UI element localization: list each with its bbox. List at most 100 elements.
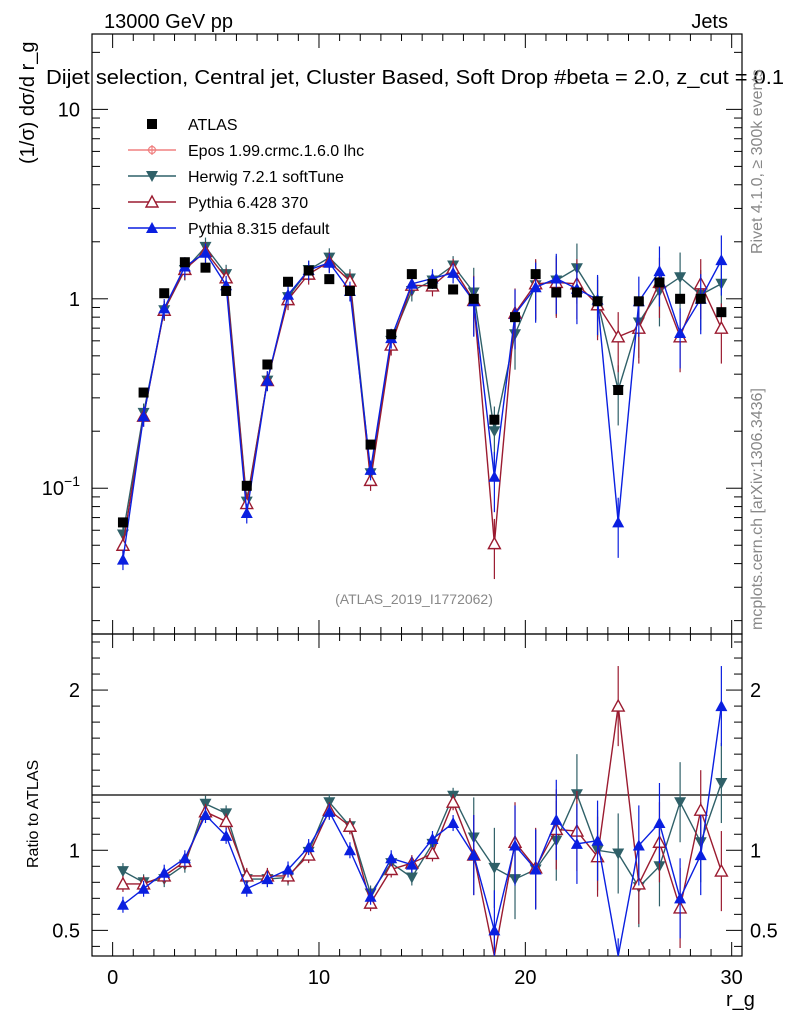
- ratio-point-pythia8: [694, 849, 707, 861]
- ratio-point-pythia6: [425, 846, 440, 860]
- ratio-point-pythia8: [302, 841, 315, 853]
- ratio-point-herwig: [488, 862, 501, 874]
- ratio-point-pythia8: [653, 817, 666, 829]
- point-atlas: [654, 277, 665, 288]
- ratio-point-herwig: [674, 797, 687, 809]
- y-axis-title-text: (1/σ) dσ/d r_g: [17, 41, 39, 164]
- point-atlas: [530, 269, 541, 280]
- legend: ATLAS Epos 1.99.crmc.1.6.0 lhc Herwig 7.2.…: [128, 117, 364, 238]
- ratio-point-herwig: [612, 848, 625, 860]
- point-pythia8: [364, 463, 377, 475]
- ratio-point-pythia6: [611, 698, 626, 712]
- point-pythia8: [612, 516, 625, 528]
- ratio-point-pythia8: [674, 892, 687, 904]
- point-atlas: [592, 296, 603, 307]
- ratio-point-pythia6: [714, 863, 729, 877]
- ratio-point-pythia8: [240, 882, 253, 894]
- point-herwig: [488, 426, 501, 438]
- ratio-point-pythia8: [158, 866, 171, 878]
- ratio-point-pythia8: [447, 817, 460, 829]
- point-pythia8: [261, 374, 274, 386]
- point-pythia8: [137, 410, 150, 422]
- ratio-y-tick-label-right: 1: [750, 840, 761, 862]
- series-line-herwig: [122, 245, 722, 535]
- analysis-id: (ATLAS_2019_I1772062): [335, 591, 493, 607]
- point-atlas: [117, 517, 128, 528]
- ratio-point-pythia8: [570, 837, 583, 849]
- point-atlas: [159, 288, 170, 299]
- point-atlas: [262, 359, 273, 370]
- point-pythia8: [405, 277, 418, 289]
- ratio-point-pythia8: [220, 829, 233, 841]
- point-pythia8: [529, 281, 542, 293]
- point-atlas: [716, 307, 727, 318]
- rivet-label: Rivet 4.1.0, ≥ 300k events: [749, 69, 766, 254]
- ratio-series-pythia8: [116, 666, 728, 957]
- series-line-pythia6: [122, 250, 722, 546]
- point-atlas: [613, 385, 624, 396]
- point-atlas: [241, 480, 252, 491]
- legend-label: Pythia 6.428 370: [188, 195, 308, 212]
- ratio-point-pythia6: [342, 818, 358, 832]
- point-pythia8: [199, 246, 212, 258]
- series-herwig: [116, 237, 728, 545]
- point-atlas: [571, 287, 582, 298]
- legend-marker-atlas: [147, 119, 157, 129]
- point-atlas: [283, 276, 294, 287]
- point-atlas: [179, 257, 190, 268]
- point-atlas: [427, 278, 438, 289]
- point-atlas: [675, 293, 686, 304]
- ratio-point-pythia8: [405, 858, 418, 870]
- point-pythia8: [674, 326, 687, 338]
- legend-entry-pythia6: Pythia 6.428 370: [128, 194, 308, 212]
- legend-entry-epos: Epos 1.99.crmc.1.6.0 lhc: [128, 143, 364, 160]
- ratio-point-pythia6: [693, 802, 708, 816]
- point-pythia8: [653, 265, 666, 277]
- point-pythia6: [115, 537, 131, 551]
- ratio-point-herwig: [405, 872, 418, 884]
- ratio-point-pythia8: [467, 849, 480, 861]
- point-pythia8: [282, 288, 295, 300]
- point-pythia8: [550, 272, 563, 284]
- ratio-point-pythia6: [445, 794, 461, 808]
- ratio-point-pythia8: [488, 924, 501, 936]
- legend-marker-pythia8: [146, 222, 158, 233]
- point-atlas: [344, 285, 355, 296]
- point-pythia8: [116, 553, 129, 565]
- point-atlas: [489, 414, 500, 425]
- x-axis-title: r_g: [726, 989, 755, 1011]
- data-series-layer: [115, 235, 729, 957]
- ratio-y-tick-label: 0.5: [52, 920, 80, 942]
- ratio-point-herwig: [116, 866, 129, 878]
- point-atlas: [303, 265, 314, 276]
- legend-entry-herwig: Herwig 7.2.1 softTune: [128, 169, 344, 186]
- ratio-point-pythia8: [385, 852, 398, 864]
- y-tick-label: 10: [58, 99, 80, 121]
- point-atlas: [406, 269, 417, 280]
- axes-ticks: 0 10 20 30 10−1 1 10 0.5 0.5 1 1 2 2: [42, 34, 778, 989]
- point-herwig: [116, 529, 129, 541]
- ratio-point-pythia8: [591, 834, 604, 846]
- ratio-point-pythia6: [384, 862, 399, 876]
- legend-label: Epos 1.99.crmc.1.6.0 lhc: [188, 143, 364, 160]
- point-atlas: [468, 293, 479, 304]
- ratio-point-pythia8: [178, 852, 191, 864]
- point-pythia8: [240, 506, 253, 518]
- point-atlas: [551, 287, 562, 298]
- ratio-point-pythia8: [343, 844, 356, 856]
- point-pythia6: [611, 329, 626, 343]
- point-pythia8: [447, 266, 460, 278]
- y-tick-label: 1: [69, 289, 80, 311]
- point-pythia8: [715, 254, 728, 266]
- ratio-y-tick-label: 2: [69, 680, 80, 702]
- ratio-point-pythia8: [426, 833, 439, 845]
- ratio-y-tick-label: 1: [69, 840, 80, 862]
- ratio-point-pythia8: [199, 809, 212, 821]
- point-pythia6: [714, 320, 729, 334]
- ratio-y-tick-label-right: 0.5: [750, 920, 778, 942]
- ratio-point-pythia8: [116, 898, 129, 910]
- y-axis-title: (1/σ) dσ/d r_g: [17, 41, 39, 164]
- point-atlas: [695, 293, 706, 304]
- ratio-point-pythia8: [137, 882, 150, 894]
